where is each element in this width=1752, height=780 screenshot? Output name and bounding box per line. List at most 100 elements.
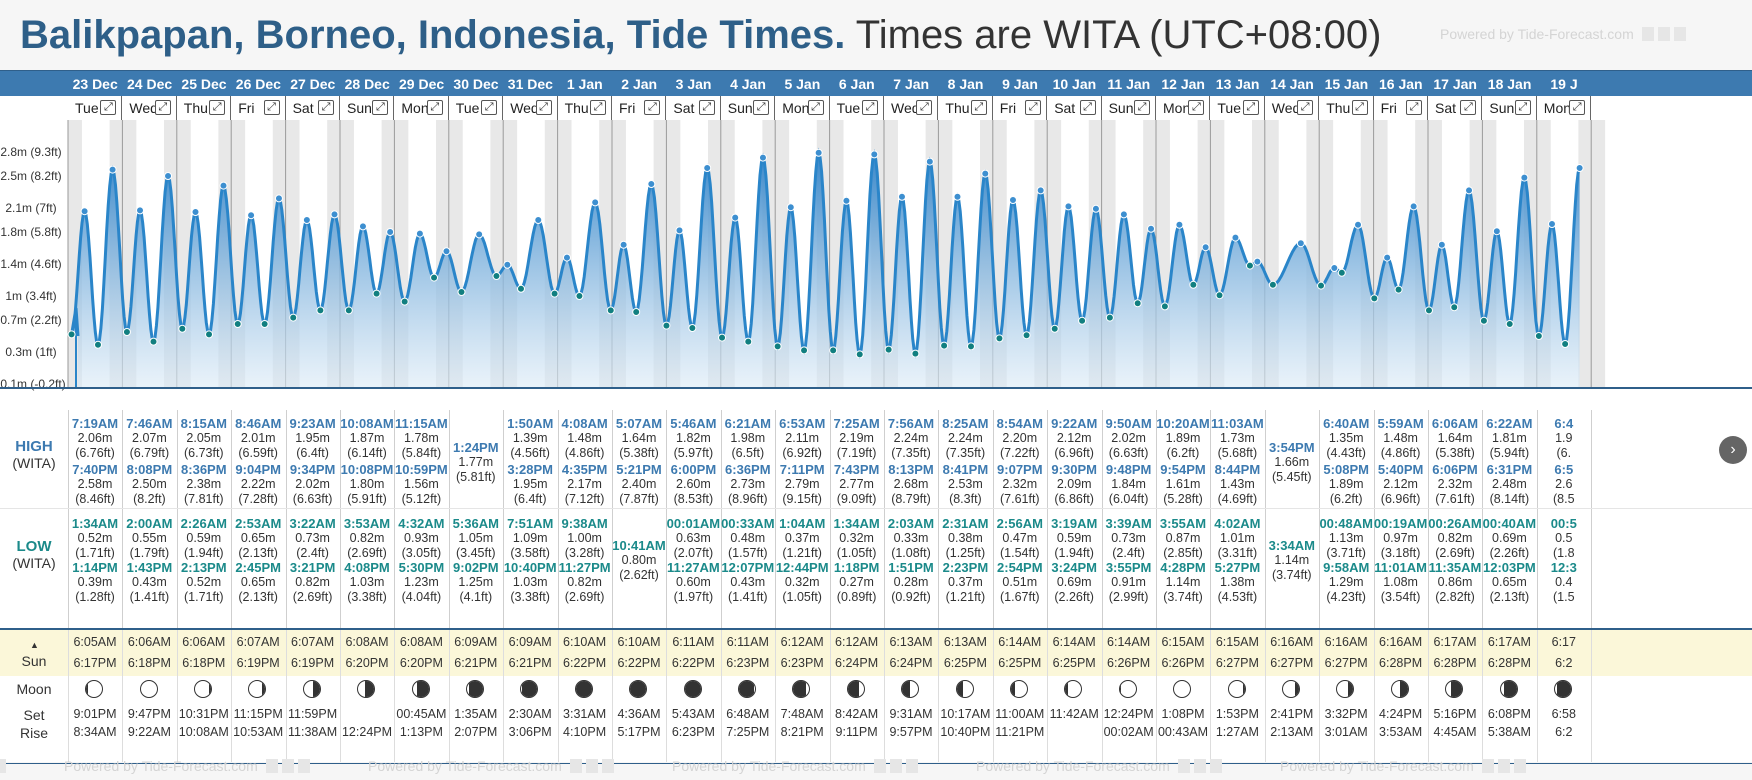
expand-day-icon[interactable]: ⤢ bbox=[1133, 100, 1150, 115]
moon-phase-icon bbox=[792, 680, 811, 698]
expand-day-icon[interactable]: ⤢ bbox=[1079, 100, 1096, 115]
expand-day-icon[interactable]: ⤢ bbox=[698, 100, 715, 115]
tide-height-ft: (3.38ft) bbox=[347, 590, 387, 604]
tide-time: 1:24PM bbox=[453, 440, 499, 455]
moonrise-time: 9:22AM bbox=[127, 725, 171, 739]
expand-day-icon[interactable]: ⤢ bbox=[209, 100, 226, 115]
high-tide-cell: 5:07AM 1.64m (5.38ft) bbox=[609, 416, 669, 461]
tide-height-ft: (3.31ft) bbox=[1217, 546, 1258, 560]
weekday-label: Sun bbox=[1489, 100, 1515, 116]
expand-day-icon[interactable]: ⤢ bbox=[1569, 100, 1586, 115]
tide-height-m: 0.82m bbox=[567, 575, 602, 589]
high-tide-cell: 6:4 1.9 (6. bbox=[1534, 416, 1594, 461]
tide-height-m: 1.03m bbox=[349, 575, 385, 589]
weekday-label: Mon bbox=[1163, 100, 1191, 116]
low-tide-point bbox=[1245, 261, 1254, 270]
expand-day-icon[interactable]: ⤢ bbox=[589, 100, 606, 115]
powered-by-footer[interactable]: Powered by Tide-Forecast.com bbox=[0, 758, 8, 774]
date-cell: 7 Jan bbox=[893, 76, 930, 92]
expand-day-icon[interactable]: ⤢ bbox=[317, 100, 334, 115]
share-icons[interactable] bbox=[1177, 759, 1224, 773]
column-divider bbox=[992, 676, 994, 762]
scroll-right-button[interactable]: › bbox=[1719, 436, 1747, 464]
tide-height-ft: (8.2ft) bbox=[133, 492, 166, 506]
moonset-time: 9:31AM bbox=[889, 707, 933, 721]
high-tide-point bbox=[647, 180, 656, 188]
powered-by-text[interactable]: Powered by Tide-Forecast.com bbox=[1440, 26, 1634, 42]
sunset-time: 6:26PM bbox=[1161, 656, 1205, 670]
y-tick-label: 0.3m (1ft) bbox=[5, 345, 56, 359]
expand-day-icon[interactable]: ⤢ bbox=[426, 100, 443, 115]
tide-time: 2:03AM bbox=[887, 516, 935, 531]
moon-shadow bbox=[417, 681, 429, 697]
sunrise-time: 6:09AM bbox=[508, 635, 552, 649]
column-divider bbox=[1319, 630, 1321, 676]
expand-day-icon[interactable]: ⤢ bbox=[1514, 100, 1531, 115]
weekday-label: Thu bbox=[183, 100, 208, 116]
expand-day-icon[interactable]: ⤢ bbox=[1188, 100, 1205, 115]
weekday-cell: Wed ⤢ bbox=[503, 96, 558, 120]
high-tide-point bbox=[1383, 253, 1392, 262]
expand-day-icon[interactable]: ⤢ bbox=[372, 100, 389, 115]
powered-by-footer-text[interactable]: Powered by Tide-Forecast.com bbox=[368, 758, 562, 774]
tide-height-ft: (3.45ft) bbox=[455, 546, 496, 560]
powered-by-footer[interactable]: Powered by Tide-Forecast.com bbox=[368, 758, 616, 774]
column-divider bbox=[884, 410, 885, 628]
powered-by-footer-text[interactable]: Powered by Tide-Forecast.com bbox=[1280, 758, 1474, 774]
share-icons[interactable] bbox=[569, 759, 616, 773]
expand-day-icon[interactable]: ⤢ bbox=[970, 100, 987, 115]
expand-day-icon[interactable]: ⤢ bbox=[644, 100, 661, 115]
share-icons[interactable] bbox=[1481, 759, 1528, 773]
share-icons[interactable] bbox=[0, 759, 8, 773]
expand-day-icon[interactable]: ⤢ bbox=[535, 100, 552, 115]
low-tide-point bbox=[1505, 320, 1514, 328]
powered-by-footer[interactable]: Powered by Tide-Forecast.com bbox=[64, 758, 312, 774]
powered-by-footer-text[interactable]: Powered by Tide-Forecast.com bbox=[672, 758, 866, 774]
share-icons[interactable] bbox=[1641, 27, 1688, 41]
moon-phase-icon bbox=[1554, 680, 1572, 698]
expand-day-icon[interactable]: ⤢ bbox=[263, 100, 280, 115]
moonset-time: 11:42AM bbox=[1049, 707, 1099, 721]
expand-day-icon[interactable]: ⤢ bbox=[1242, 100, 1259, 115]
expand-day-icon[interactable]: ⤢ bbox=[1351, 100, 1368, 115]
tide-height-ft: (7.22ft) bbox=[999, 446, 1040, 460]
expand-day-icon[interactable]: ⤢ bbox=[481, 100, 498, 115]
powered-by-footer[interactable]: Powered by Tide-Forecast.com bbox=[1280, 758, 1528, 774]
tide-time: 11:35AM bbox=[1428, 560, 1482, 575]
tide-time: 6:06AM bbox=[1431, 416, 1479, 431]
sunrise-time: 6:14AM bbox=[1107, 635, 1151, 649]
share-icons[interactable] bbox=[265, 759, 312, 773]
expand-day-icon[interactable]: ⤢ bbox=[100, 100, 117, 115]
tide-time: 8:44PM bbox=[1214, 462, 1261, 477]
moon-phase-icon bbox=[901, 680, 920, 698]
expand-day-icon[interactable]: ⤢ bbox=[1460, 100, 1477, 115]
share-icons[interactable] bbox=[873, 759, 920, 773]
tide-height-ft: (4.1ft) bbox=[459, 590, 493, 604]
expand-day-icon[interactable]: ⤢ bbox=[1405, 100, 1422, 115]
page-title: Balikpapan, Borneo, Indonesia, Tide Time… bbox=[20, 12, 1381, 58]
high-tide-point bbox=[675, 226, 684, 235]
weekday-label: Fri bbox=[999, 100, 1017, 116]
expand-day-icon[interactable]: ⤢ bbox=[916, 100, 933, 115]
tide-height-ft: (1.28ft) bbox=[75, 590, 115, 604]
column-divider bbox=[340, 676, 341, 762]
column-divider bbox=[340, 630, 341, 676]
tide-height-ft: (1.79ft) bbox=[129, 546, 170, 560]
tide-time: 4:32AM bbox=[398, 516, 445, 531]
expand-day-icon[interactable]: ⤢ bbox=[154, 100, 171, 115]
expand-day-icon[interactable]: ⤢ bbox=[861, 100, 878, 115]
expand-day-icon[interactable]: ⤢ bbox=[1297, 100, 1314, 115]
tide-height-ft: (4.23ft) bbox=[1326, 590, 1366, 604]
tide-height-m: 2.24m bbox=[948, 431, 983, 445]
powered-by-footer[interactable]: Powered by Tide-Forecast.com bbox=[976, 758, 1224, 774]
powered-by-footer-text[interactable]: Powered by Tide-Forecast.com bbox=[976, 758, 1170, 774]
low-tide-cell: 2:23PM 0.37m (1.21ft) bbox=[935, 560, 995, 605]
moonset-time: 10:17AM bbox=[940, 707, 991, 721]
powered-by-footer-text[interactable]: Powered by Tide-Forecast.com bbox=[64, 758, 258, 774]
expand-day-icon[interactable]: ⤢ bbox=[807, 100, 824, 115]
powered-by-footer[interactable]: Powered by Tide-Forecast.com bbox=[672, 758, 920, 774]
powered-by-top[interactable]: Powered by Tide-Forecast.com bbox=[1440, 26, 1688, 42]
expand-day-icon[interactable]: ⤢ bbox=[753, 100, 770, 115]
expand-day-icon[interactable]: ⤢ bbox=[1025, 100, 1042, 115]
low-tide-cell: 12:44PM 0.32m (1.05ft) bbox=[772, 560, 832, 605]
